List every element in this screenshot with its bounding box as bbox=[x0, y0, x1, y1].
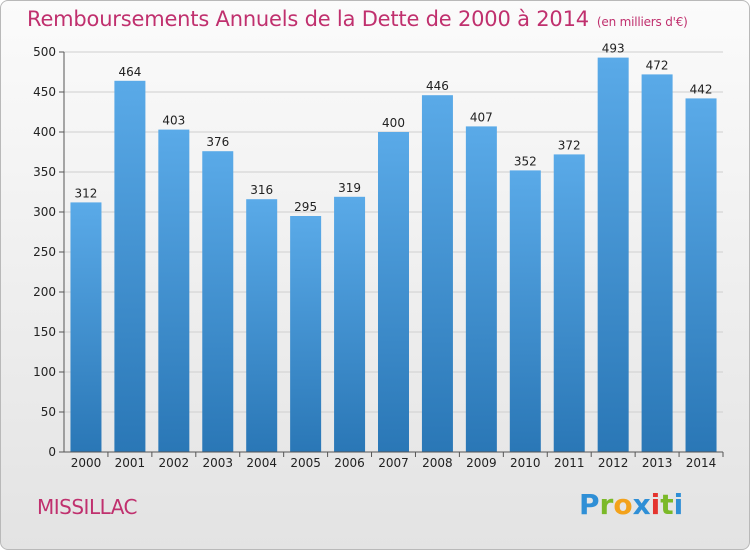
y-tick-label: 150 bbox=[33, 325, 56, 339]
bar-value-label: 442 bbox=[690, 82, 713, 96]
y-tick-label: 500 bbox=[33, 45, 56, 59]
y-tick-label: 50 bbox=[41, 405, 56, 419]
bar-2001 bbox=[114, 80, 146, 453]
y-axis: 0 50 100 150 200 250 300 350 400 450 500 bbox=[33, 45, 64, 459]
bar-value-label: 407 bbox=[470, 110, 493, 124]
x-tick-label: 2010 bbox=[510, 456, 541, 470]
y-tick-label: 450 bbox=[33, 85, 56, 99]
place-name: MISSILLAC bbox=[37, 495, 137, 519]
bar-2008 bbox=[421, 95, 453, 452]
bar-2014 bbox=[685, 98, 717, 453]
x-tick-label: 2013 bbox=[642, 456, 673, 470]
x-tick-label: 2008 bbox=[422, 456, 453, 470]
bar-value-label: 400 bbox=[382, 116, 405, 130]
bar-value-label: 372 bbox=[558, 138, 581, 152]
bar-2010 bbox=[509, 170, 541, 452]
logo-letter: r bbox=[599, 488, 614, 521]
y-tick-label: 250 bbox=[33, 245, 56, 259]
bar-2005 bbox=[290, 216, 322, 452]
x-tick-label: 2012 bbox=[598, 456, 629, 470]
logo-letter: i bbox=[673, 488, 684, 521]
bar-value-label: 319 bbox=[338, 181, 361, 195]
bar-2007 bbox=[378, 132, 409, 452]
bar-value-label: 352 bbox=[514, 154, 537, 168]
x-tick-label: 2014 bbox=[686, 456, 717, 470]
y-tick-label: 300 bbox=[33, 205, 56, 219]
x-axis: 2000 2001 2002 2003 2004 2005 2006 2007 2008 2009… bbox=[71, 452, 724, 470]
x-tick-label: 2011 bbox=[554, 456, 585, 470]
proxiti-logo[interactable]: Proxiti bbox=[579, 488, 683, 521]
x-tick-label: 2009 bbox=[466, 456, 497, 470]
bar-2003 bbox=[202, 151, 234, 452]
y-tick-label: 350 bbox=[33, 165, 56, 179]
chart-title-text: Remboursements Annuels de la Dette de 20… bbox=[27, 7, 589, 31]
x-tick-label: 2000 bbox=[71, 456, 102, 470]
bar-2012 bbox=[597, 57, 629, 452]
bar-2004 bbox=[246, 199, 278, 452]
x-tick-label: 2005 bbox=[290, 456, 321, 470]
logo-letter: t bbox=[660, 488, 674, 521]
y-tick-label: 100 bbox=[33, 365, 56, 379]
bar-value-label: 472 bbox=[646, 58, 669, 72]
x-tick-label: 2004 bbox=[246, 456, 277, 470]
logo-letter: i bbox=[650, 488, 661, 521]
x-tick-label: 2003 bbox=[202, 456, 233, 470]
logo-letter: x bbox=[632, 488, 651, 521]
bar-2002 bbox=[158, 129, 190, 452]
bar-value-label: 403 bbox=[162, 114, 185, 128]
y-tick-label: 400 bbox=[33, 125, 56, 139]
bar-2011 bbox=[553, 154, 585, 452]
bar-value-label: 464 bbox=[118, 65, 141, 79]
bar-2000 bbox=[70, 202, 102, 452]
logo-letter: o bbox=[613, 488, 633, 521]
bar-2006 bbox=[334, 196, 366, 452]
chart-title: Remboursements Annuels de la Dette de 20… bbox=[27, 7, 688, 31]
x-tick-label: 2002 bbox=[159, 456, 190, 470]
bar-value-label: 295 bbox=[294, 200, 317, 214]
x-tick-label: 2007 bbox=[378, 456, 409, 470]
bar-value-label: 376 bbox=[206, 135, 229, 149]
y-tick-label: 0 bbox=[48, 445, 56, 459]
y-tick-label: 200 bbox=[33, 285, 56, 299]
chart-subtitle: (en milliers d'€) bbox=[596, 15, 688, 29]
x-tick-label: 2001 bbox=[115, 456, 146, 470]
bars: 312 464 403 376 316 295 319 400 446 407 352 372 493 4… bbox=[70, 42, 717, 453]
bar-2009 bbox=[465, 126, 497, 453]
bar-value-label: 446 bbox=[426, 79, 449, 93]
x-tick-label: 2006 bbox=[334, 456, 365, 470]
bar-value-label: 316 bbox=[250, 183, 273, 197]
logo-letter: P bbox=[579, 488, 600, 521]
bar-value-label: 312 bbox=[75, 186, 98, 200]
bar-value-label: 493 bbox=[602, 42, 625, 56]
bar-2013 bbox=[641, 74, 673, 453]
